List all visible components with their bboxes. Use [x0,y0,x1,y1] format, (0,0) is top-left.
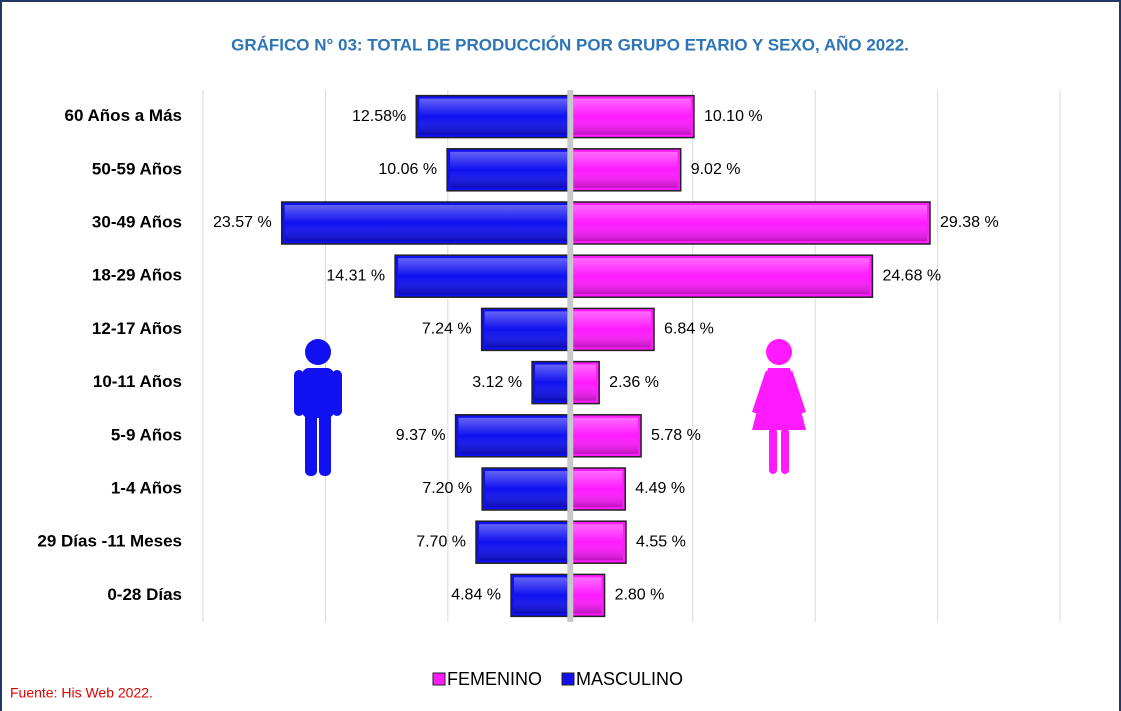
bar-shine [514,577,568,614]
y-tick-label: 5-9 Años [111,425,182,444]
y-tick-label: 30-49 Años [92,212,182,231]
value-label: 5.78 % [651,427,701,444]
value-label: 4.55 % [636,533,686,550]
y-tick-label: 10-11 Años [93,372,182,391]
value-label: 4.49 % [635,480,685,497]
value-label: 7.20 % [422,480,472,497]
value-label: 9.37 % [396,427,446,444]
y-tick-label: 1-4 Años [111,478,182,497]
bars: 60 Años a Más 50-59 Años 30-49 Años 18-29 A… [37,90,999,622]
y-tick-label: 50-59 Años [92,159,182,178]
bar-shine [573,524,623,561]
y-tick-label: 18-29 Años [92,266,182,285]
value-label: 24.68 % [882,267,941,284]
y-tick-label: 0-28 Días [107,585,182,604]
value-label: 23.57 % [213,214,272,231]
value-label: 4.84 % [451,587,501,604]
center-axis [567,90,574,622]
y-tick-label: 29 Días -11 Meses [37,532,182,551]
value-label: 3.12 % [472,374,522,391]
bar-shine [284,205,568,241]
female-icon [752,339,806,474]
value-label: 14.31 % [326,267,385,284]
bar-shine [573,311,652,348]
bar-shine [450,151,568,188]
legend-swatch [432,672,446,686]
bar-shine [398,258,568,295]
legend: FEMENINO MASCULINO [432,669,683,689]
value-label: 2.80 % [615,587,665,604]
bar-shine [573,417,639,454]
bar-shine [485,471,568,507]
bar-shine [419,98,568,135]
bar-shine [573,577,602,614]
legend-label: FEMENINO [447,669,542,689]
bar-shine [573,258,870,295]
bar-shine [484,311,568,348]
value-label: 2.36 % [609,374,659,391]
bar-shine [573,471,623,507]
value-label: 10.06 % [378,161,437,178]
male-icon [294,339,342,476]
bar-shine [573,151,678,188]
bar-shine [458,417,568,454]
y-tick-label: 12-17 Años [92,319,182,338]
legend-label: MASCULINO [576,669,683,689]
value-label: 7.70 % [416,533,466,550]
value-label: 9.02 % [691,161,741,178]
source-note: Fuente: His Web 2022. [10,685,153,701]
bar-shine [573,364,597,401]
bar-shine [573,98,691,135]
bar-shine [573,205,927,241]
bar-shine [535,364,568,401]
y-tick-label: 60 Años a Más [65,106,182,125]
value-label: 29.38 % [940,214,999,231]
value-label: 12.58% [352,108,406,125]
value-label: 10.10 % [704,108,763,125]
legend-swatch [561,672,575,686]
bar-shine [479,524,568,561]
value-label: 6.84 % [664,321,714,338]
chart-title: GRÁFICO N° 03: TOTAL DE PRODUCCIÓN POR G… [231,34,909,54]
value-label: 7.24 % [422,321,472,338]
